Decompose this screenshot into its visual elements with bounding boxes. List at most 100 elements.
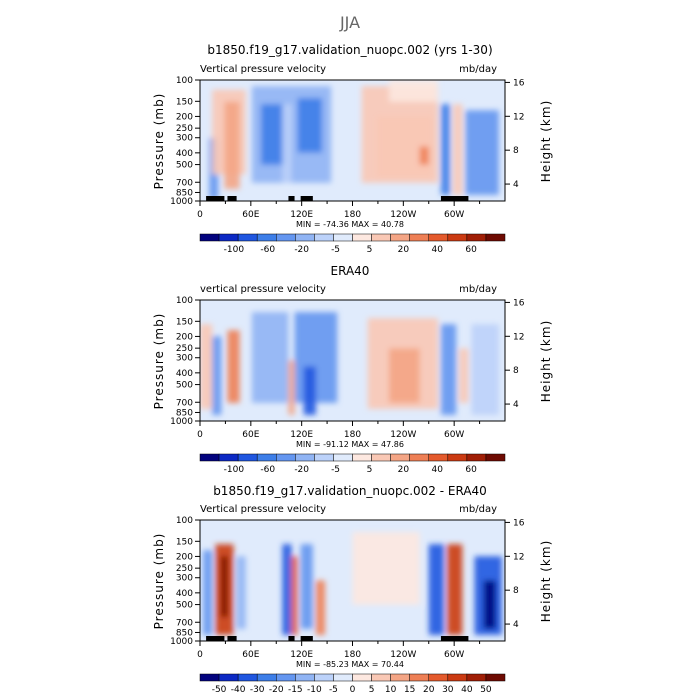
x-tick-label: 180 bbox=[344, 430, 361, 440]
y2-tick-label: 12 bbox=[513, 552, 524, 562]
contour-region bbox=[227, 330, 240, 403]
contour-region bbox=[315, 580, 326, 635]
x-tick-label: 0 bbox=[197, 210, 203, 220]
x-tick-label: 60E bbox=[242, 210, 259, 220]
colorbar-swatch bbox=[428, 233, 449, 242]
colorbar-label: 5 bbox=[367, 465, 373, 475]
colorbar-swatch bbox=[256, 453, 277, 462]
colorbar-swatch bbox=[333, 453, 353, 462]
panel-obs: ERA40 vertical pressure velocity mb/day … bbox=[152, 264, 553, 475]
colorbar-label: -20 bbox=[294, 465, 309, 475]
colorbar-label: -30 bbox=[250, 685, 265, 695]
colorbar: -100 -60 -20 -5 5 20 40 60 bbox=[199, 453, 506, 475]
colorbar-swatch bbox=[314, 673, 334, 682]
colorbar-swatch bbox=[371, 453, 391, 462]
colorbar-swatch bbox=[276, 453, 296, 462]
contour-region bbox=[389, 80, 438, 102]
colorbar-swatch bbox=[218, 453, 239, 462]
units-label: mb/day bbox=[459, 284, 497, 295]
topography-mask bbox=[288, 636, 295, 641]
min-max-stats: MIN = -74.36 MAX = 40.78 bbox=[296, 220, 404, 229]
colorbar-swatch bbox=[428, 453, 449, 462]
colorbar-label: 20 bbox=[398, 465, 410, 475]
contour-region bbox=[389, 348, 420, 403]
topography-mask bbox=[227, 636, 237, 641]
contour-region bbox=[459, 348, 469, 403]
y-tick-label: 200 bbox=[176, 332, 193, 342]
contour-region bbox=[282, 544, 292, 635]
colorbar-swatch bbox=[409, 453, 429, 462]
y-tick-label: 1000 bbox=[170, 637, 193, 647]
colorbar-swatch bbox=[352, 673, 372, 682]
panel-title: b1850.f19_g17.validation_nuopc.002 (yrs … bbox=[207, 43, 492, 57]
y-axis-label: Pressure (mb) bbox=[152, 93, 166, 190]
colorbar-swatch bbox=[485, 453, 506, 462]
colorbar-swatch bbox=[333, 233, 353, 242]
y-tick-label: 850 bbox=[176, 188, 193, 198]
contour-region bbox=[453, 104, 463, 195]
colorbar-swatch bbox=[314, 233, 334, 242]
colorbar-swatch bbox=[314, 453, 334, 462]
panel-title: ERA40 bbox=[331, 264, 370, 278]
colorbar-swatch bbox=[352, 453, 372, 462]
colorbar-swatch bbox=[295, 453, 315, 462]
colorbar-swatch bbox=[447, 453, 468, 462]
y2-tick-label: 16 bbox=[513, 518, 525, 528]
colorbar-label: 20 bbox=[423, 685, 435, 695]
panel-title: b1850.f19_g17.validation_nuopc.002 - ERA… bbox=[213, 484, 487, 498]
y2-tick-label: 12 bbox=[513, 112, 524, 122]
topography-mask bbox=[206, 196, 225, 201]
y-tick-label: 250 bbox=[176, 564, 193, 574]
colorbar-swatch bbox=[371, 673, 391, 682]
colorbar-label: -100 bbox=[224, 245, 245, 255]
units-label: mb/day bbox=[459, 64, 497, 75]
y-tick-label: 400 bbox=[176, 149, 193, 159]
colorbar-swatch bbox=[256, 673, 277, 682]
topography-mask bbox=[227, 196, 237, 201]
y2-axis-label: Height (km) bbox=[539, 100, 553, 182]
y-tick-label: 850 bbox=[176, 628, 193, 638]
contour-region bbox=[261, 104, 286, 165]
y-tick-label: 500 bbox=[176, 601, 193, 611]
variable-label: Vertical pressure velocity bbox=[200, 64, 326, 75]
colorbar-label: 20 bbox=[398, 245, 410, 255]
units-label: mb/day bbox=[459, 504, 497, 515]
contour-region bbox=[447, 544, 463, 635]
y-tick-label: 200 bbox=[176, 112, 193, 122]
x-tick-label: 60W bbox=[444, 650, 464, 660]
y-tick-label: 200 bbox=[176, 552, 193, 562]
y2-tick-label: 4 bbox=[513, 400, 519, 410]
colorbar-swatch bbox=[199, 233, 220, 242]
y-tick-label: 150 bbox=[176, 537, 193, 547]
y2-tick-label: 4 bbox=[513, 620, 519, 630]
contour-region bbox=[428, 544, 444, 635]
colorbar-label: 40 bbox=[431, 245, 443, 255]
colorbar-swatch bbox=[409, 233, 429, 242]
colorbar-label: 15 bbox=[404, 685, 415, 695]
contour-region bbox=[297, 98, 322, 153]
x-tick-label: 120E bbox=[290, 210, 313, 220]
topography-mask bbox=[206, 636, 225, 641]
x-tick-label: 120W bbox=[390, 210, 416, 220]
topography-mask bbox=[300, 636, 313, 641]
min-max-stats: MIN = -91.12 MAX = 47.86 bbox=[296, 440, 404, 449]
colorbar-label: -60 bbox=[260, 245, 275, 255]
colorbar-swatch bbox=[352, 233, 372, 242]
colorbar-swatch bbox=[237, 233, 258, 242]
contour-region bbox=[300, 544, 313, 629]
colorbar-swatch bbox=[447, 673, 468, 682]
colorbar-label: 60 bbox=[465, 245, 477, 255]
y-tick-label: 500 bbox=[176, 161, 193, 171]
colorbar-swatch bbox=[218, 233, 239, 242]
y-tick-label: 700 bbox=[176, 178, 193, 188]
colorbar-swatch bbox=[390, 233, 410, 242]
y-tick-label: 700 bbox=[176, 618, 193, 628]
colorbar-swatch bbox=[466, 453, 487, 462]
colorbar-label: 10 bbox=[385, 685, 397, 695]
contour-region bbox=[224, 101, 240, 189]
x-tick-label: 120W bbox=[390, 650, 416, 660]
x-tick-label: 120E bbox=[290, 650, 313, 660]
y-tick-label: 700 bbox=[176, 398, 193, 408]
colorbar-swatch bbox=[276, 233, 296, 242]
